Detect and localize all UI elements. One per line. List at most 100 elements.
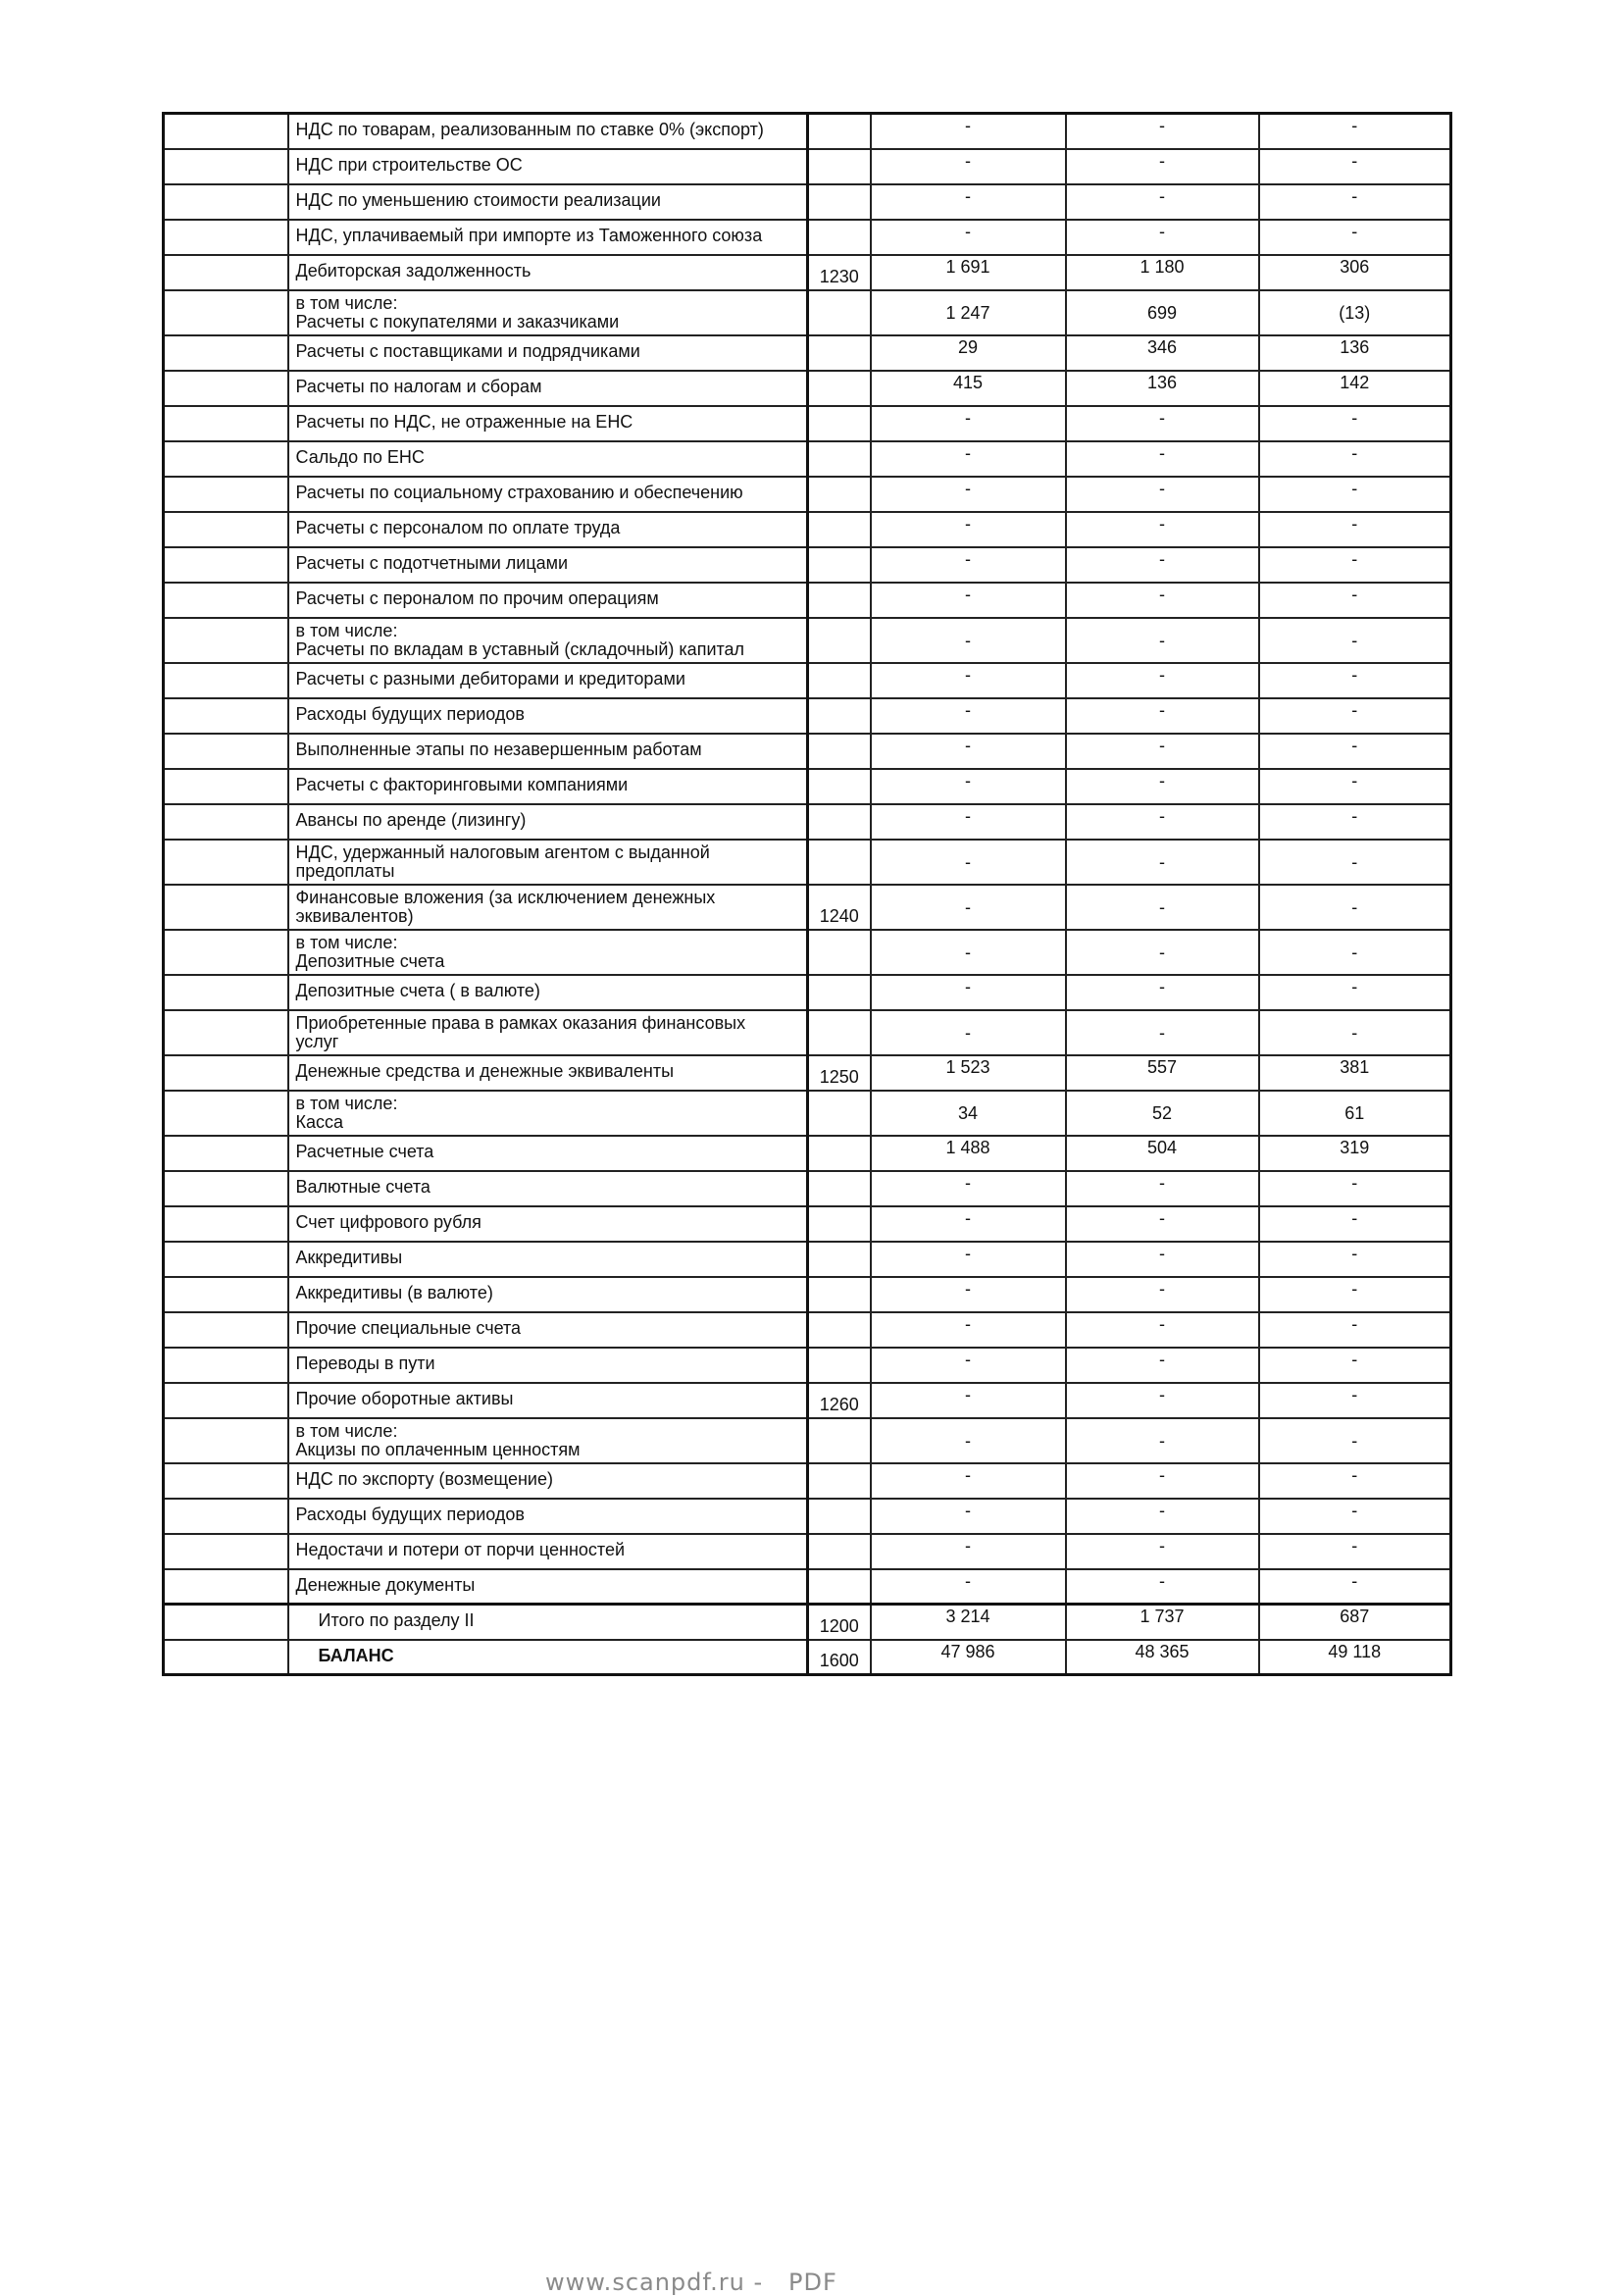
row-name: Расходы будущих периодов: [295, 703, 525, 724]
row-blank-cell: [162, 1497, 289, 1535]
row-value-cell: -: [1064, 973, 1260, 1011]
row-value-cell: -: [1257, 802, 1452, 841]
row-value-cell: -: [1064, 928, 1260, 976]
row-name: Депозитные счета ( в валюте): [295, 980, 540, 1000]
row-value-cell: -: [1064, 147, 1260, 185]
row-value-cell: -: [1064, 1310, 1260, 1349]
row-value-cell: -: [1257, 1169, 1452, 1207]
row-blank-cell: [162, 883, 289, 931]
row-value-cell: 29: [869, 333, 1067, 372]
row-blank-cell: [162, 369, 289, 407]
row-blank-cell: [162, 1567, 289, 1606]
row-value-cell: -: [1064, 696, 1260, 735]
table-row: в том числе: Депозитные счета - - -: [162, 928, 1452, 976]
row-name-prefix: в том числе:: [295, 292, 398, 313]
table-row: Аккредитивы - - -: [162, 1240, 1452, 1278]
row-value-cell: -: [869, 1497, 1067, 1535]
row-value-cell: -: [869, 1169, 1067, 1207]
row-value-cell: -: [1064, 581, 1260, 619]
row-name: НДС по товарам, реализованным по ставке …: [295, 120, 764, 139]
row-value-cell: -: [869, 1204, 1067, 1243]
table-row: НДС по товарам, реализованным по ставке …: [162, 112, 1452, 150]
row-name: НДС при строительстве ОС: [295, 154, 523, 175]
table-row: Переводы в пути - - -: [162, 1346, 1452, 1384]
row-value-cell: -: [869, 616, 1067, 664]
row-code-cell: [806, 545, 872, 584]
row-name-cell: Выполненные этапы по незавершенным работ…: [286, 732, 809, 770]
row-name: НДС, уплачиваемый при импорте из Таможен…: [295, 225, 763, 245]
row-value-cell: -: [869, 510, 1067, 548]
row-code-cell: [806, 928, 872, 976]
row-name-cell: НДС по товарам, реализованным по ставке …: [286, 112, 809, 150]
row-name: Валютные счета: [295, 1176, 431, 1197]
row-name-cell: Сальдо по ЕНС: [286, 439, 809, 478]
table-body: НДС по товарам, реализованным по ставке …: [162, 112, 1452, 1676]
row-name-prefix: Приобретенные права в рамках оказания фи…: [295, 1012, 746, 1033]
row-value-cell: -: [1064, 218, 1260, 256]
row-code-cell: [806, 1497, 872, 1535]
row-name: Расчетные счета: [295, 1141, 434, 1161]
row-value-cell: -: [1257, 928, 1452, 976]
row-value-cell: 504: [1064, 1134, 1260, 1172]
table-row: Расходы будущих периодов - - -: [162, 696, 1452, 735]
row-value-cell: -: [1257, 404, 1452, 442]
balance-sheet-table: НДС по товарам, реализованным по ставке …: [162, 112, 1452, 1676]
row-code-cell: [806, 288, 872, 336]
row-value-cell: 1 737: [1064, 1603, 1260, 1641]
row-name-cell: Недостачи и потери от порчи ценностей: [286, 1532, 809, 1570]
row-blank-cell: [162, 1134, 289, 1172]
row-name-prefix: в том числе:: [295, 1093, 398, 1113]
row-value-cell: -: [1064, 1008, 1260, 1056]
row-blank-cell: [162, 1169, 289, 1207]
row-blank-cell: [162, 1381, 289, 1419]
row-code-cell: [806, 1461, 872, 1500]
row-blank-cell: [162, 696, 289, 735]
row-name: Счет цифрового рубля: [295, 1211, 481, 1232]
row-blank-cell: [162, 802, 289, 841]
row-value-cell: -: [1257, 883, 1452, 931]
row-value-cell: 381: [1257, 1053, 1452, 1092]
row-value-cell: -: [869, 1567, 1067, 1606]
row-value-cell: -: [1257, 1567, 1452, 1606]
row-value-cell: -: [1257, 1381, 1452, 1419]
table-row: Авансы по аренде (лизингу) - - -: [162, 802, 1452, 841]
row-name-cell: НДС по уменьшению стоимости реализации: [286, 182, 809, 221]
row-value-cell: -: [1257, 1416, 1452, 1464]
row-value-cell: -: [1064, 883, 1260, 931]
row-code-cell: [806, 218, 872, 256]
row-value-cell: -: [869, 545, 1067, 584]
row-name-cell: Расчеты с пероналом по прочим операциям: [286, 581, 809, 619]
row-value-cell: -: [1064, 182, 1260, 221]
row-code-cell: 1230: [806, 253, 872, 291]
row-name: Депозитные счета: [295, 950, 445, 971]
row-value-cell: 3 214: [869, 1603, 1067, 1641]
row-code-cell: [806, 661, 872, 699]
row-name-cell: Расчеты с поставщиками и подрядчиками: [286, 333, 809, 372]
row-value-cell: -: [869, 696, 1067, 735]
row-value-cell: -: [1257, 112, 1452, 150]
row-name-cell: Приобретенные права в рамках оказания фи…: [286, 1008, 809, 1056]
table-row: Расчеты по НДС, не отраженные на ЕНС - - -: [162, 404, 1452, 442]
row-value-cell: -: [1257, 767, 1452, 805]
row-value-cell: -: [1064, 767, 1260, 805]
row-code-cell: [806, 838, 872, 886]
row-name-prefix: в том числе:: [295, 620, 398, 640]
row-value-cell: -: [1257, 1275, 1452, 1313]
row-name: Переводы в пути: [295, 1352, 435, 1373]
row-blank-cell: [162, 928, 289, 976]
row-value-cell: -: [869, 802, 1067, 841]
watermark-footer: www.scanpdf.ru - PDF: [545, 2269, 837, 2296]
row-value-cell: (13): [1257, 288, 1452, 336]
row-value-cell: -: [1064, 1381, 1260, 1419]
row-value-cell: -: [869, 112, 1067, 150]
row-code-cell: [806, 696, 872, 735]
row-value-cell: -: [1064, 1532, 1260, 1570]
row-value-cell: -: [1257, 1310, 1452, 1349]
table-row: НДС по уменьшению стоимости реализации - -…: [162, 182, 1452, 221]
row-value-cell: -: [869, 404, 1067, 442]
row-value-cell: -: [869, 1381, 1067, 1419]
row-value-cell: -: [869, 883, 1067, 931]
row-value-cell: -: [1257, 1497, 1452, 1535]
row-value-cell: 687: [1257, 1603, 1452, 1641]
row-blank-cell: [162, 1532, 289, 1570]
